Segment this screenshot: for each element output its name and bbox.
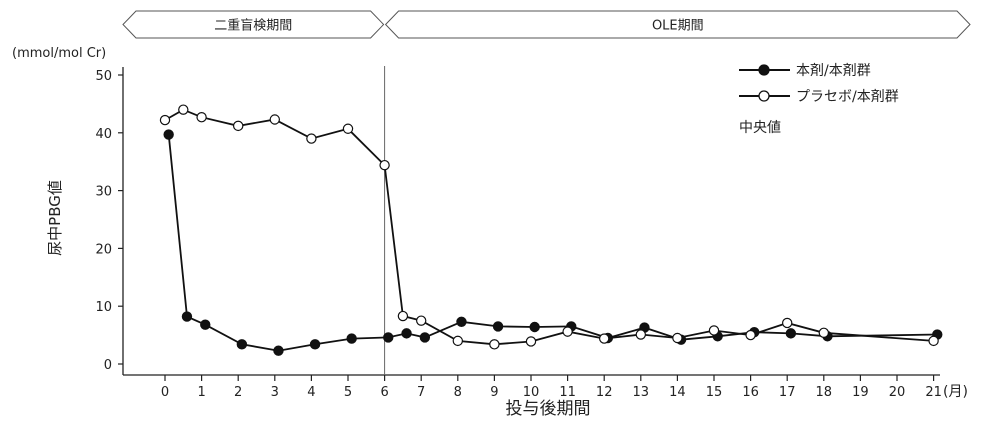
- x-ticks: 0 1 2 3 4 5 6 7 8 9 10 11 12 13 14 15 16 17 18 19 20 21: [161, 375, 942, 400]
- x-tick-label: 19: [852, 385, 869, 400]
- x-tick-label: 10: [523, 385, 540, 400]
- phase-double-blind-banner: [122, 10, 385, 39]
- y-tick-label: 30: [95, 185, 112, 200]
- x-tick-label: 12: [596, 385, 613, 400]
- x-tick-label: 5: [344, 385, 352, 400]
- x-tick-label: 0: [161, 385, 169, 400]
- legend-label-series-2: プラセボ/本剤群: [796, 89, 899, 105]
- series-2-point: [416, 315, 427, 326]
- x-tick-label: 17: [779, 385, 796, 400]
- y-unit-label: (mmol/mol Cr): [12, 46, 106, 61]
- series-2-point: [489, 339, 500, 350]
- phase-banners: 二重盲検期間 OLE期間: [122, 10, 971, 39]
- series-2-point: [928, 335, 939, 347]
- x-unit-label: (月): [943, 384, 968, 400]
- series-2-point: [635, 329, 647, 340]
- series-2-point: [818, 327, 830, 338]
- x-tick-label: 2: [234, 385, 242, 400]
- x-tick-label: 16: [742, 385, 759, 400]
- y-axis-title: 尿中PBG値: [46, 180, 64, 256]
- legend-marker-series-1: [758, 64, 770, 76]
- x-tick-label: 1: [197, 385, 205, 400]
- series-1-point: [401, 328, 412, 339]
- series-2-point: [745, 329, 756, 341]
- legend-note-median: 中央値: [739, 120, 781, 136]
- series-1-point: [236, 339, 248, 350]
- y-tick-label: 0: [104, 358, 112, 373]
- series-1-point: [163, 129, 174, 140]
- x-tick-label: 7: [417, 385, 425, 400]
- phase-double-blind-label: 二重盲検期間: [214, 18, 292, 34]
- series-2-point: [452, 335, 463, 347]
- x-tick-label: 21: [925, 385, 942, 400]
- series-2-point: [232, 120, 244, 132]
- series-2-point: [342, 123, 354, 134]
- series-1-point: [785, 328, 797, 339]
- legend: 本剤/本剤群 プラセボ/本剤群 中央値: [739, 63, 899, 136]
- series-2-line: [164, 108, 934, 346]
- phase-ole-label: OLE期間: [652, 19, 704, 34]
- x-tick-label: 20: [889, 385, 906, 400]
- series-2-point: [196, 111, 207, 123]
- y-tick-label: 50: [95, 69, 112, 84]
- x-tick-label: 8: [454, 385, 462, 400]
- x-tick-label: 14: [669, 385, 686, 400]
- series-1-point: [181, 311, 193, 322]
- series-1-point: [529, 321, 540, 333]
- series-1-line: [167, 134, 938, 352]
- x-tick-label: 13: [633, 385, 650, 400]
- y-ticks: 0 10 20 30 40 50: [95, 69, 123, 373]
- x-tick-label: 4: [307, 385, 315, 400]
- series-2-point: [599, 333, 610, 344]
- legend-label-series-1: 本剤/本剤群: [796, 63, 871, 79]
- series-2-point: [672, 332, 683, 344]
- series-2-point: [159, 114, 171, 126]
- phase-ole-banner: [384, 10, 971, 39]
- series-2-point: [525, 336, 537, 347]
- x-tick-label: 11: [559, 385, 576, 400]
- series-2-point: [562, 326, 573, 337]
- x-tick-label: 15: [706, 385, 723, 400]
- series-2-point: [708, 325, 720, 336]
- x-tick-label: 9: [490, 385, 498, 400]
- series-2-point: [782, 317, 793, 329]
- y-tick-label: 20: [95, 242, 112, 257]
- series-1-point: [200, 319, 211, 330]
- series-2-point: [269, 114, 280, 125]
- series-1-point: [419, 332, 431, 343]
- series-layer: [159, 104, 943, 356]
- x-axis-title: 投与後期間: [506, 399, 591, 419]
- x-tick-label: 18: [816, 385, 833, 400]
- series-1-point: [456, 316, 467, 328]
- series-1-point: [273, 345, 284, 356]
- series-1-point: [383, 332, 394, 343]
- series-2-point: [178, 104, 189, 115]
- series-1-point: [492, 321, 504, 332]
- y-tick-label: 40: [95, 127, 112, 142]
- series-2-point: [379, 159, 390, 171]
- series-1-point: [346, 333, 357, 344]
- series-2-point: [306, 133, 317, 144]
- x-tick-label: 3: [271, 385, 279, 400]
- y-tick-label: 10: [95, 300, 112, 315]
- legend-marker-series-2: [758, 90, 770, 102]
- x-tick-label: 6: [380, 385, 388, 400]
- series-2-point: [397, 310, 409, 322]
- series-1-point: [309, 339, 321, 350]
